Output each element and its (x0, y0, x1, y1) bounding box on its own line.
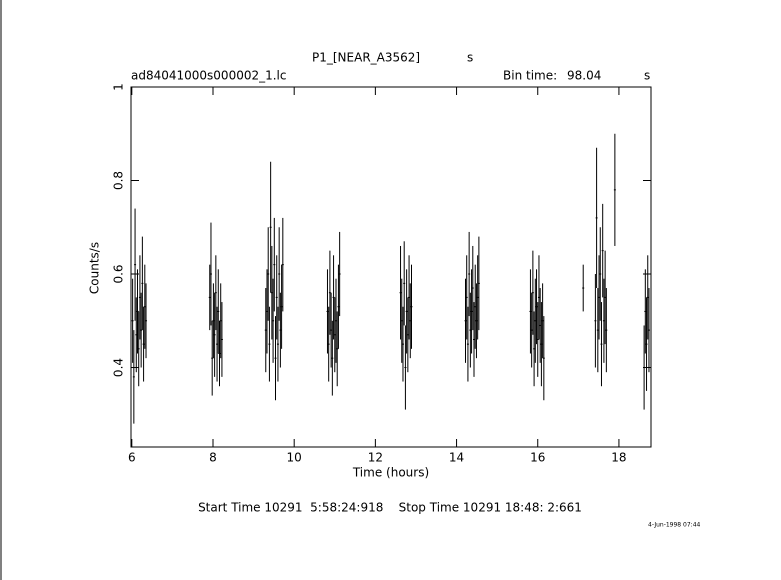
y-tick-label: 0.4 (112, 358, 126, 377)
x-tick-label: 18 (611, 451, 626, 465)
x-tick-label: 8 (209, 451, 217, 465)
x-axis-label: Time (hours) (352, 466, 429, 480)
bin-time-unit: s (644, 69, 650, 83)
x-tick-label: 16 (530, 451, 545, 465)
bin-time-label: Bin time: (503, 69, 557, 83)
file-label: ad84041000s000002_1.lc (131, 69, 287, 83)
plot-frame (130, 86, 652, 448)
x-tick-label: 10 (287, 451, 302, 465)
date: 4-Jun-1998 07:44 (648, 522, 701, 529)
x-tick-label: 12 (368, 451, 383, 465)
y-tick-label: 0.6 (112, 264, 126, 283)
x-tick-label: 14 (449, 451, 464, 465)
title-suffix: s (467, 51, 473, 65)
y-tick-label: 0.8 (112, 171, 126, 190)
chart-title: P1_[NEAR_A3562] (312, 51, 420, 65)
bin-time: 98.04 (567, 69, 601, 83)
footer: Start Time 10291 5:58:24:918 Stop Time 1… (198, 501, 582, 515)
y-tick-label: 1 (112, 83, 126, 91)
x-tick-label: 6 (128, 451, 136, 465)
y-axis-label: Counts/s (88, 242, 102, 294)
